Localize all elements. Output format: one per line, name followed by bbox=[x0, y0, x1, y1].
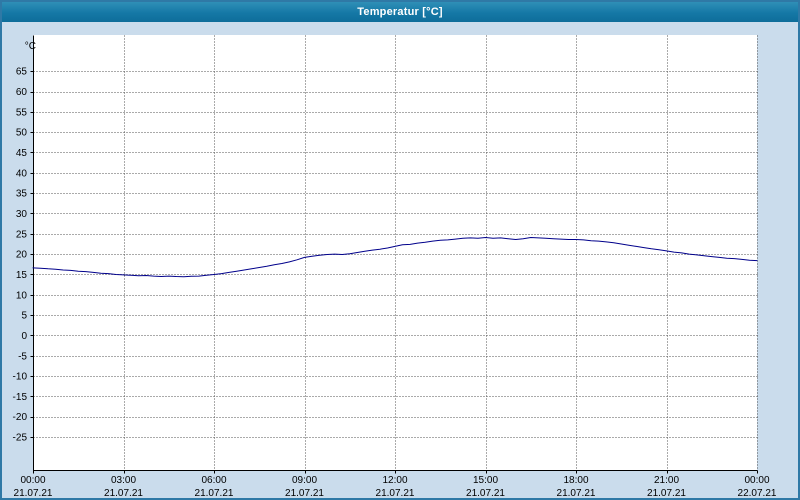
svg-text:25: 25 bbox=[16, 229, 28, 240]
svg-text:20: 20 bbox=[16, 250, 28, 261]
svg-text:-25: -25 bbox=[13, 433, 28, 444]
window-title: Temperatur [°C] bbox=[357, 6, 443, 18]
x-tick-time: 12:00 bbox=[382, 475, 407, 486]
svg-text:-20: -20 bbox=[13, 412, 28, 423]
temperature-chart: 65605550454035302520151050-5-10-15-20-25… bbox=[13, 35, 777, 498]
svg-text:10: 10 bbox=[16, 290, 28, 301]
svg-text:0: 0 bbox=[21, 331, 27, 342]
svg-text:55: 55 bbox=[16, 107, 28, 118]
svg-text:-5: -5 bbox=[18, 351, 27, 362]
svg-text:5: 5 bbox=[21, 311, 27, 322]
x-tick-time: 00:00 bbox=[20, 475, 45, 486]
x-tick-date: 22.07.21 bbox=[738, 488, 777, 498]
svg-text:35: 35 bbox=[16, 189, 28, 200]
x-tick-date: 21.07.21 bbox=[195, 488, 234, 498]
x-tick-time: 21:00 bbox=[654, 475, 679, 486]
y-axis-unit-label: °C bbox=[25, 41, 36, 52]
x-tick-time: 18:00 bbox=[563, 475, 588, 486]
x-tick-time: 06:00 bbox=[201, 475, 226, 486]
x-tick-date: 21.07.21 bbox=[285, 488, 324, 498]
svg-text:45: 45 bbox=[16, 148, 28, 159]
x-tick-date: 21.07.21 bbox=[376, 488, 415, 498]
x-tick-date: 21.07.21 bbox=[647, 488, 686, 498]
x-tick-time: 09:00 bbox=[292, 475, 317, 486]
chart-container: 65 60 55 50 45 40 35 30 25 20 15 10 5 0 -5 -10 -15 -20 -25… bbox=[2, 22, 798, 498]
svg-text:15: 15 bbox=[16, 270, 28, 281]
grid-lines bbox=[33, 35, 758, 471]
svg-text:30: 30 bbox=[16, 209, 28, 220]
svg-text:50: 50 bbox=[16, 128, 28, 139]
x-axis-labels: 00:00 21.07.21 03:00 21.07.21 06:00 21.07.21 0… bbox=[14, 475, 777, 498]
svg-text:60: 60 bbox=[16, 87, 28, 98]
x-tick-date: 21.07.21 bbox=[104, 488, 143, 498]
svg-text:-10: -10 bbox=[13, 372, 28, 383]
x-tick-time: 15:00 bbox=[473, 475, 498, 486]
x-tick-date: 21.07.21 bbox=[14, 488, 53, 498]
x-tick-time: 03:00 bbox=[111, 475, 136, 486]
x-tick-time: 00:00 bbox=[744, 475, 769, 486]
series-line-temperatur bbox=[32, 237, 758, 278]
x-tick-date: 21.07.21 bbox=[557, 488, 596, 498]
svg-text:40: 40 bbox=[16, 168, 28, 179]
window-title-bar[interactable]: Temperatur [°C] bbox=[2, 2, 798, 22]
x-tick-date: 21.07.21 bbox=[466, 488, 505, 498]
svg-text:65: 65 bbox=[16, 67, 28, 78]
svg-text:-15: -15 bbox=[13, 392, 28, 403]
axes bbox=[30, 35, 758, 474]
